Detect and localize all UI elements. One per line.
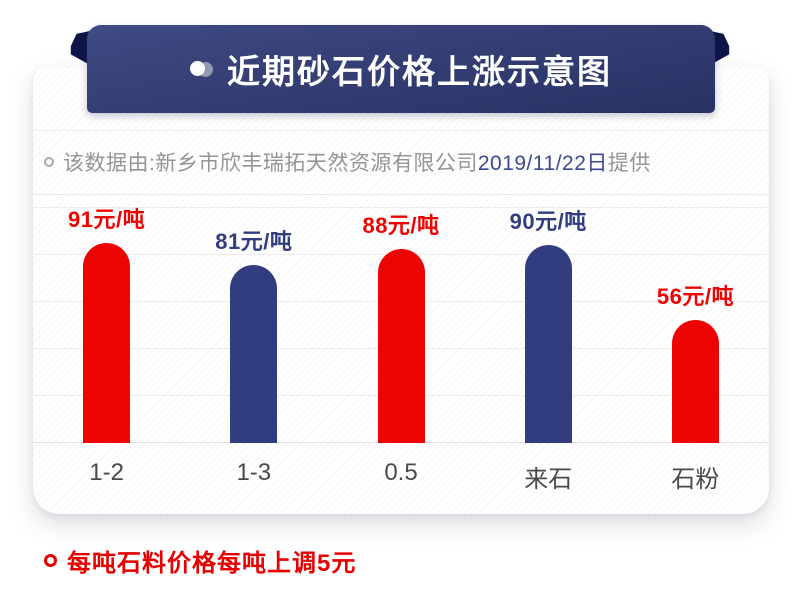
bullet-dot-icon	[190, 61, 213, 77]
page-title: 近期砂石价格上涨示意图	[227, 53, 612, 90]
circle-outline-icon	[44, 554, 57, 567]
category-label: 石粉	[671, 466, 720, 493]
chart-column-1-3: 81元/吨 1-3	[180, 195, 327, 486]
footnote-text: 每吨石料价格每吨上调5元	[67, 550, 357, 577]
bar-value-label: 91元/吨	[68, 207, 146, 232]
chart-card: 该数据由:新乡市欣丰瑞拓天然资源有限公司2019/11/22日提供 91元/吨 1…	[33, 67, 769, 514]
bar-value-label: 81元/吨	[215, 229, 293, 254]
bar-chart: 91元/吨 1-2 81元/吨 1-3 88元/吨 0.5 90元/吨 来石 56元/吨 石粉	[33, 195, 769, 493]
card-top-divider	[33, 130, 769, 131]
category-label: 来石	[524, 466, 573, 493]
bar-1-2	[83, 243, 131, 443]
bar-0.5	[377, 249, 425, 443]
chart-column-0.5: 88元/吨 0.5	[327, 195, 474, 486]
source-prefix: 该数据由:新乡市欣丰瑞拓天然资源有限公司	[63, 152, 478, 175]
chart-column-石粉: 56元/吨石粉	[622, 195, 769, 493]
footnote: 每吨石料价格每吨上调5元	[44, 543, 356, 578]
category-label: 1-3	[236, 459, 272, 486]
gridline	[33, 207, 769, 208]
category-label: 1-2	[89, 459, 124, 486]
data-source-row: 该数据由:新乡市欣丰瑞拓天然资源有限公司2019/11/22日提供	[33, 130, 769, 195]
circle-bullet-icon	[44, 157, 54, 167]
chart-column-1-2: 91元/吨 1-2	[33, 195, 180, 486]
bar-value-label: 56元/吨	[656, 284, 734, 309]
source-date: 2019/11/22日	[477, 152, 608, 175]
chart-column-来石: 90元/吨来石	[475, 195, 622, 493]
bar-value-label: 88元/吨	[362, 213, 440, 238]
bar-1-3	[230, 265, 278, 443]
category-label: 0.5	[384, 459, 418, 486]
bar-columns: 91元/吨 1-2 81元/吨 1-3 88元/吨 0.5 90元/吨 来石 56元/吨 石粉	[33, 195, 769, 493]
bar-value-label: 90元/吨	[509, 209, 587, 234]
data-source-text: 该数据由:新乡市欣丰瑞拓天然资源有限公司2019/11/22日提供	[63, 147, 651, 177]
bar-石粉	[671, 320, 719, 443]
source-suffix: 提供	[607, 152, 651, 175]
bar-来石	[524, 245, 572, 443]
title-banner: 近期砂石价格上涨示意图	[87, 25, 715, 113]
